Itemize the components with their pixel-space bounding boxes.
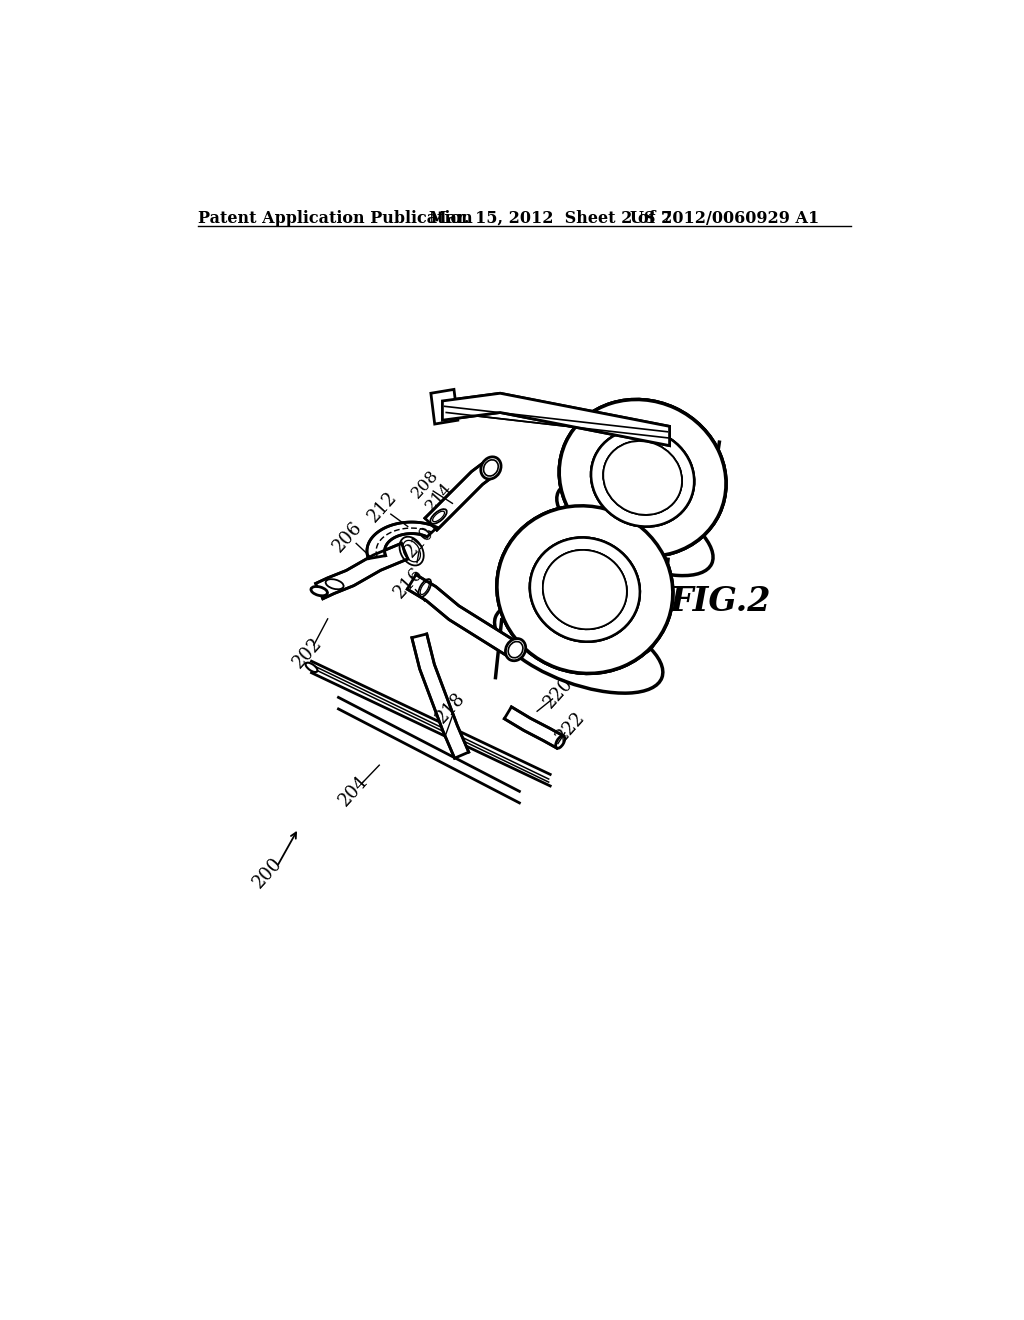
Text: 208: 208 (409, 466, 442, 502)
Polygon shape (425, 459, 498, 531)
Ellipse shape (305, 663, 317, 672)
Ellipse shape (497, 506, 673, 673)
Text: Mar. 15, 2012  Sheet 2 of 7: Mar. 15, 2012 Sheet 2 of 7 (429, 210, 673, 227)
Ellipse shape (529, 537, 640, 642)
Ellipse shape (603, 441, 682, 515)
Ellipse shape (591, 429, 694, 527)
Ellipse shape (543, 550, 627, 630)
Text: 204: 204 (335, 772, 372, 810)
Text: Patent Application Publication: Patent Application Publication (199, 210, 473, 227)
Text: 210: 210 (401, 523, 437, 561)
Ellipse shape (483, 459, 499, 477)
Text: US 2012/0060929 A1: US 2012/0060929 A1 (630, 210, 819, 227)
Text: FIG.2: FIG.2 (670, 585, 771, 618)
Text: 218: 218 (433, 689, 469, 727)
Ellipse shape (603, 441, 682, 515)
Ellipse shape (497, 506, 673, 673)
Ellipse shape (481, 457, 501, 479)
Text: 214: 214 (422, 479, 457, 515)
Ellipse shape (508, 642, 523, 657)
Ellipse shape (311, 586, 328, 595)
Polygon shape (408, 574, 520, 659)
Text: 206: 206 (330, 519, 366, 556)
Polygon shape (504, 706, 563, 748)
Polygon shape (367, 523, 437, 558)
Polygon shape (442, 393, 670, 446)
Text: 212: 212 (365, 488, 400, 525)
Ellipse shape (543, 550, 627, 630)
Ellipse shape (506, 639, 525, 661)
Ellipse shape (603, 441, 682, 515)
Text: 216: 216 (390, 564, 427, 602)
Polygon shape (431, 389, 458, 424)
Text: 220: 220 (541, 675, 577, 711)
Ellipse shape (556, 735, 565, 748)
Polygon shape (315, 544, 408, 599)
Ellipse shape (559, 400, 726, 557)
Ellipse shape (495, 602, 663, 693)
Ellipse shape (529, 537, 640, 642)
Polygon shape (412, 634, 469, 758)
Ellipse shape (591, 429, 694, 527)
Text: 222: 222 (553, 709, 589, 746)
Text: 200: 200 (250, 854, 286, 892)
Ellipse shape (559, 400, 726, 557)
Ellipse shape (591, 429, 694, 527)
Ellipse shape (543, 550, 627, 630)
Text: 202: 202 (290, 634, 326, 672)
Ellipse shape (497, 506, 673, 673)
Ellipse shape (559, 400, 726, 557)
Polygon shape (442, 393, 670, 446)
Ellipse shape (557, 480, 713, 576)
Ellipse shape (529, 537, 640, 642)
